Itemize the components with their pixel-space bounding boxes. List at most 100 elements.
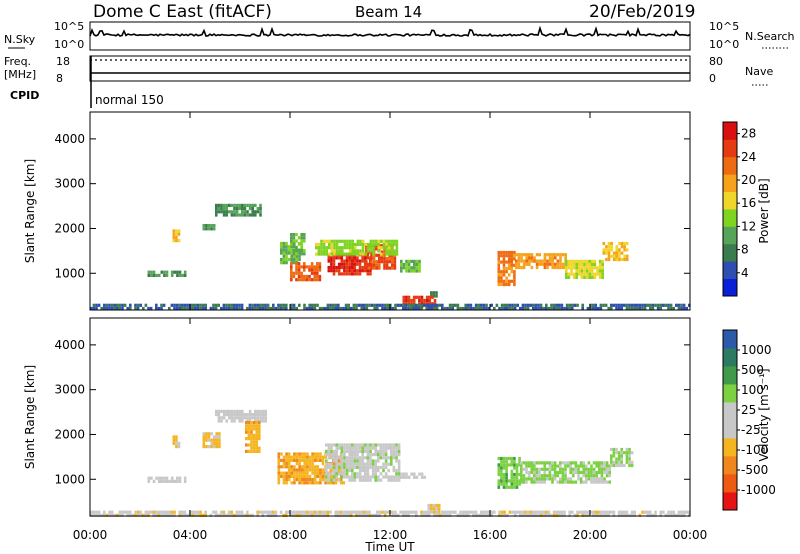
power-cell [550,306,553,311]
power-cell [356,259,359,263]
power-cell [209,306,213,311]
velocity-cell [572,461,575,465]
velocity-cell [568,510,571,514]
power-cell [565,269,568,273]
power-cell [308,268,311,272]
velocity-cell [308,462,312,466]
velocity-cell [351,443,354,447]
power-cell [415,306,418,311]
velocity-cell [335,446,338,450]
velocity-cell [576,513,579,517]
velocity-cell [290,458,294,462]
velocity-cell [564,461,567,465]
velocity-cell [620,513,623,517]
velocity-cell [390,443,393,447]
power-cell [588,263,591,267]
velocity-cell [395,453,398,457]
power-cell [212,306,215,311]
power-cell [505,270,508,274]
power-cell [350,256,354,260]
power-cell [605,251,608,255]
velocity-cell [228,409,231,413]
velocity-cell [147,476,151,480]
velocity-cell [295,455,299,459]
velocity-cell [334,510,337,514]
velocity-cell [321,513,324,517]
power-cell [418,295,421,299]
power-cell [292,249,296,253]
power-cell [360,306,363,311]
velocity-cell [651,513,655,517]
power-cell [367,266,371,270]
power-cell [222,210,226,214]
velocity-cell [215,435,219,439]
power-cell [335,256,338,260]
power-cell [432,294,436,298]
power-cell [225,203,228,207]
power-cell [285,306,288,311]
velocity-cell [306,458,309,462]
power-cell [222,306,226,311]
power-cell [92,306,96,311]
velocity-cell [345,462,349,466]
x-tick-label: 08:00 [273,528,308,542]
velocity-cell [582,467,585,471]
power-cell [370,266,373,270]
x-axis-label: Time UT [364,540,415,554]
power-cell [580,263,584,267]
nsky-panel: N.Sky 10^5 10^0 10^5 10^0 N.Search [4,20,795,51]
velocity-cell [330,465,333,469]
velocity-cell [287,468,291,472]
velocity-cell [527,461,531,465]
power-cell [178,303,181,307]
velocity-cell [358,472,362,476]
velocity-cell [368,510,371,514]
x-tick-label: 12:00 [373,528,408,542]
power-cell [412,295,416,299]
power-cell [537,303,540,307]
velocity-cell [598,470,601,475]
power-cell [295,268,298,272]
power-cell [331,306,335,311]
velocity-cell [392,475,396,479]
power-cell [588,266,591,270]
velocity-cell [533,480,536,484]
power-cell [350,265,354,270]
velocity-cell [374,465,377,469]
velocity-cell [308,474,312,478]
power-cell [682,306,686,311]
power-cell [382,246,386,250]
velocity-cell [215,438,219,442]
velocity-cell [313,465,317,469]
velocity-cell [361,465,364,469]
velocity-cell [595,461,598,465]
velocity-cell [255,424,258,428]
velocity-cell [615,447,618,452]
velocity-cell [688,513,691,517]
velocity-cell [556,474,559,478]
power-cell [415,259,419,263]
velocity-cell [191,513,194,517]
power-cell [597,306,600,311]
velocity-cell [602,513,605,517]
power-cell [601,275,604,279]
velocity-cell [332,459,336,463]
velocity-cell [327,449,331,453]
power-cell [525,262,528,266]
velocity-cell [625,447,629,452]
velocity-cell [325,459,328,463]
velocity-cell [551,480,554,484]
power-cell [361,239,365,243]
velocity-cell [441,510,444,514]
nsky-tick-top: 10^5 [54,20,84,33]
power-cell [279,306,283,311]
velocity-cell [340,465,344,469]
velocity-cell [340,449,344,453]
velocity-cell [474,510,478,514]
colorbar-swatch [723,348,737,367]
power-cell [372,252,375,256]
power-cell [435,303,439,307]
velocity-cell [330,443,333,447]
velocity-cell [295,474,299,478]
power-cell [578,263,581,267]
